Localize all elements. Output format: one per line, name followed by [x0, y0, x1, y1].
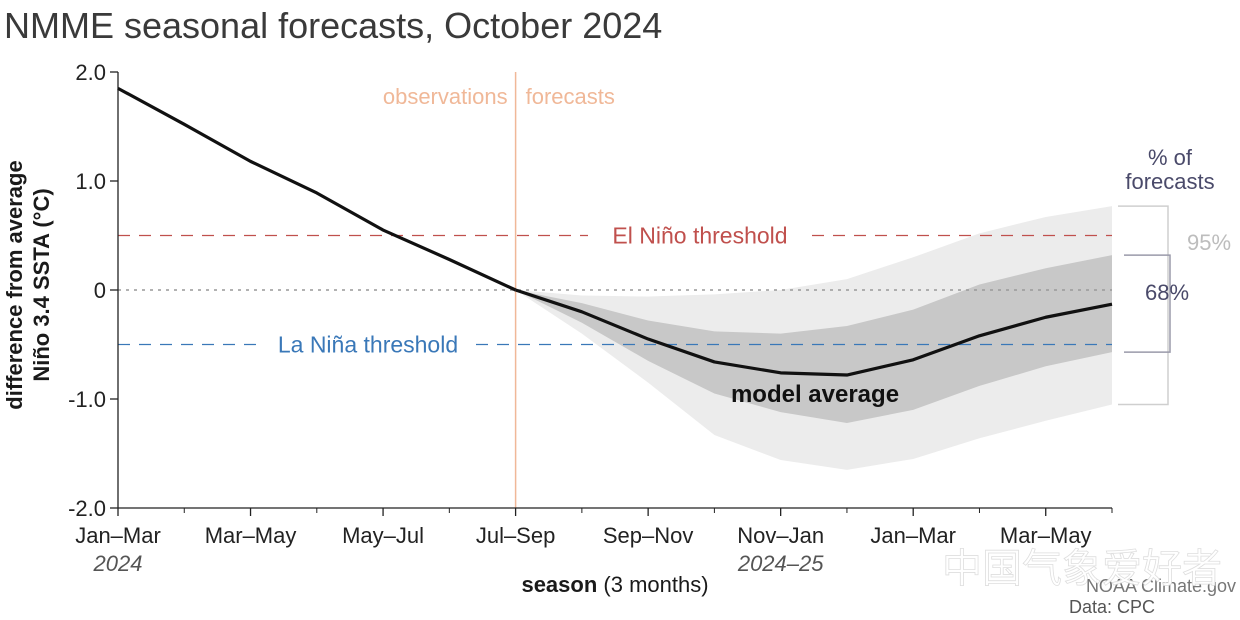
y-tick-label: 2.0 [75, 60, 106, 85]
x-tick-label: Mar–May [205, 523, 297, 548]
legend-95-label: 95% [1187, 230, 1231, 255]
legend-bracket-95 [1118, 205, 1169, 406]
credit-line1: NOAA Climate.gov [1086, 576, 1236, 596]
legend-title-line1: % of [1148, 145, 1193, 170]
model-average-label: model average [731, 381, 899, 408]
y-tick-label: -2.0 [68, 496, 106, 521]
y-axis-label-line1: difference from average [2, 160, 27, 409]
legend: % of forecasts 95% 68% [1118, 145, 1231, 406]
legend-bracket-68 [1124, 254, 1171, 353]
y-tick-label: 1.0 [75, 169, 106, 194]
x-tick-label: Jan–Mar [75, 523, 161, 548]
x-tick-label: Mar–May [1000, 523, 1092, 548]
legend-68-label: 68% [1145, 280, 1189, 305]
threshold-label-el-nino: El Niño threshold [612, 223, 787, 249]
x-tick-label: Nov–Jan [737, 523, 824, 548]
watermark-text: 中国气象爱好者 [942, 546, 1222, 592]
x-tick-label: May–Jul [342, 523, 424, 548]
credit-line2: Data: CPC [1069, 597, 1155, 617]
observations-line [117, 86, 517, 292]
observations-label: observations [383, 84, 508, 109]
x-tick-label: Jan–Mar [870, 523, 956, 548]
x-tick-label: Jul–Sep [476, 523, 556, 548]
y-tick-label: 0 [94, 278, 106, 303]
model-average-line [515, 288, 1113, 377]
legend-title-line2: forecasts [1125, 169, 1214, 194]
chart-title: NMME seasonal forecasts, October 2024 [4, 5, 662, 46]
x-tick-sublabel: 2024 [93, 551, 143, 576]
y-tick-label: -1.0 [68, 387, 106, 412]
x-axis-label: season (3 months) [521, 572, 708, 597]
x-tick-label: Sep–Nov [603, 523, 694, 548]
y-axis-label-line2: Niño 3.4 SSTA (°C) [29, 188, 54, 381]
x-tick-sublabel: 2024–25 [737, 551, 824, 576]
threshold-label-la-nina: La Niña threshold [278, 332, 458, 358]
range-68-band [515, 255, 1112, 423]
forecasts-label: forecasts [526, 84, 615, 109]
